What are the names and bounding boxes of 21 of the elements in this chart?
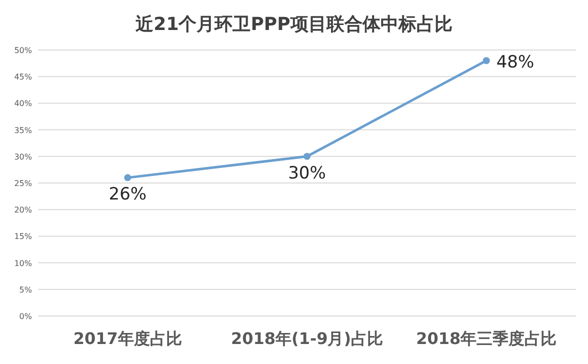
data-label: 26% xyxy=(108,184,147,205)
data-label: 48% xyxy=(496,52,534,73)
data-label: 30% xyxy=(288,163,326,184)
x-tick-label: 2017年度占比 xyxy=(73,329,182,348)
point xyxy=(124,174,132,182)
y-tick-label: 25% xyxy=(14,179,32,188)
y-tick-label: 10% xyxy=(14,258,32,268)
y-tick-label: 5% xyxy=(19,285,32,294)
point xyxy=(482,57,490,64)
y-tick-label: 35% xyxy=(14,126,32,135)
point xyxy=(304,152,310,160)
y-tick-label: 20% xyxy=(14,206,32,215)
y-tick-label: 50% xyxy=(14,46,32,55)
y-tick-label: 45% xyxy=(14,72,32,82)
y-tick-label: 0% xyxy=(19,312,32,321)
y-tick-label: 15% xyxy=(14,232,32,242)
x-tick-label: 2018年(1-9月)占比 xyxy=(230,329,384,348)
y-tick-label: 30% xyxy=(14,152,32,162)
x-tick-label: 2018年三季度占比 xyxy=(416,329,557,348)
y-tick-label: 40% xyxy=(14,99,32,108)
chart-title: 近21个月环卫PPP项目联合体中标占比 xyxy=(134,14,452,35)
